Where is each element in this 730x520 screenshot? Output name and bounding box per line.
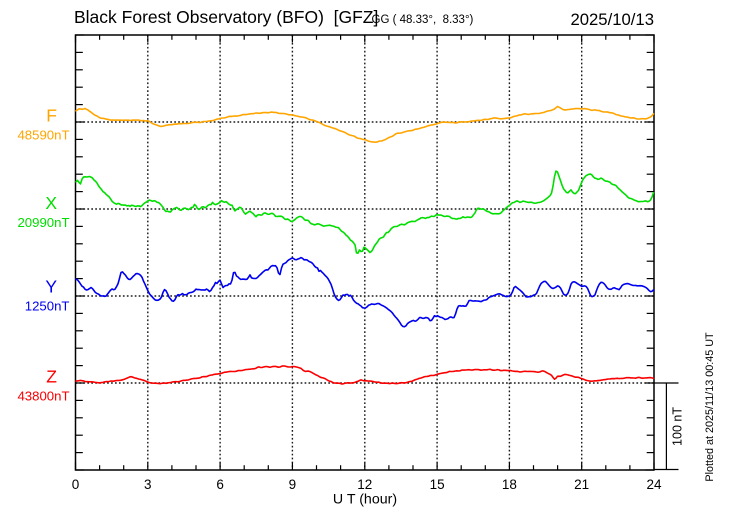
svg-text:0: 0 bbox=[72, 477, 80, 492]
svg-text:100 nT: 100 nT bbox=[671, 407, 685, 446]
svg-text:Z: Z bbox=[46, 367, 57, 387]
svg-text:2025/10/13: 2025/10/13 bbox=[570, 10, 654, 29]
svg-text:U T (hour): U T (hour) bbox=[333, 492, 397, 508]
svg-text:9: 9 bbox=[289, 477, 297, 492]
svg-text:GG ( 48.33°, 8.33°): GG ( 48.33°, 8.33°) bbox=[372, 14, 474, 26]
svg-text:48590nT: 48590nT bbox=[17, 128, 69, 143]
svg-text:24: 24 bbox=[646, 477, 662, 492]
svg-text:3: 3 bbox=[144, 477, 152, 492]
svg-text:1250nT: 1250nT bbox=[25, 299, 70, 314]
svg-text:F: F bbox=[46, 106, 57, 126]
svg-text:15: 15 bbox=[430, 477, 445, 492]
svg-text:18: 18 bbox=[502, 477, 517, 492]
svg-text:43800nT: 43800nT bbox=[17, 389, 69, 404]
svg-text:Y: Y bbox=[45, 277, 57, 297]
svg-text:21: 21 bbox=[574, 477, 589, 492]
svg-text:12: 12 bbox=[357, 477, 372, 492]
svg-text:20990nT: 20990nT bbox=[17, 215, 69, 230]
svg-text:X: X bbox=[45, 193, 57, 213]
svg-text:Black Forest Observatory (BFO): Black Forest Observatory (BFO) [GFZ] bbox=[74, 7, 378, 27]
svg-text:6: 6 bbox=[216, 477, 224, 492]
svg-text:Plotted at 2025/11/13 00:45 UT: Plotted at 2025/11/13 00:45 UT bbox=[704, 332, 716, 482]
